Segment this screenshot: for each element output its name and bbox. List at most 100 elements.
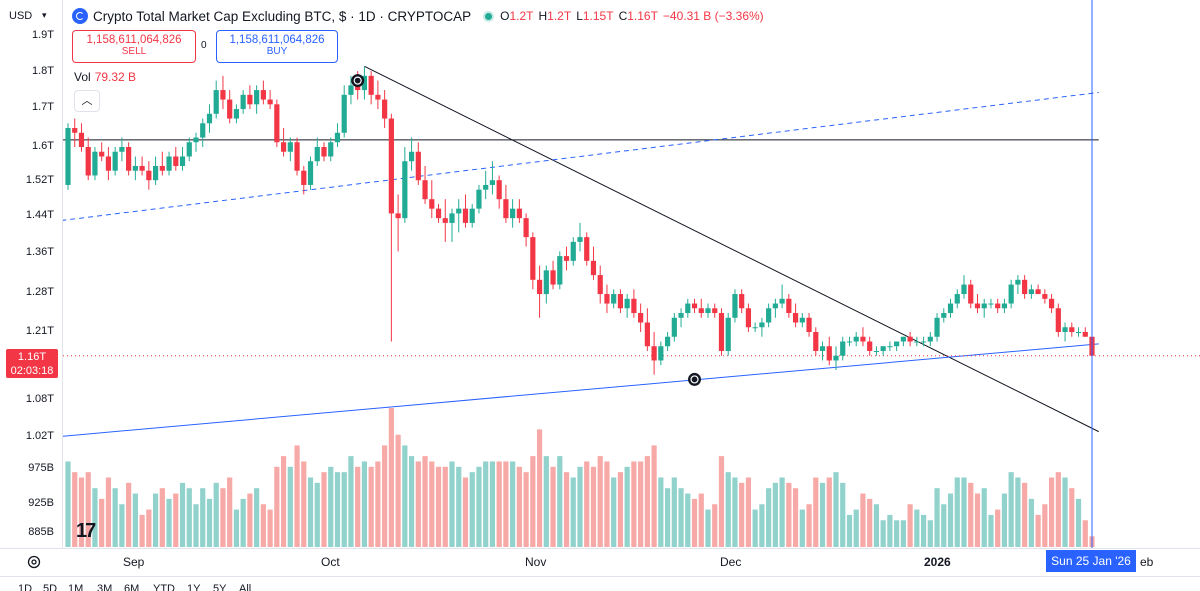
candle-body xyxy=(126,147,132,171)
symbol-icon xyxy=(72,8,88,24)
candle-body xyxy=(368,75,374,95)
volume-bar xyxy=(287,466,293,547)
price-tick-label: 1.52T xyxy=(25,174,54,186)
candle-body xyxy=(213,90,219,114)
volume-bar xyxy=(220,488,226,547)
candle-body xyxy=(476,189,482,209)
alarm-clock-icon xyxy=(351,74,365,88)
currency-label[interactable]: USD xyxy=(9,10,33,22)
candle-body xyxy=(846,341,853,343)
candle-body xyxy=(65,128,71,185)
volume-bar xyxy=(705,509,711,547)
volume-bar xyxy=(382,445,388,547)
chart-canvas[interactable] xyxy=(61,0,1200,548)
price-tick-label: 1.44T xyxy=(25,209,54,221)
candle-body xyxy=(119,147,125,152)
symbol-title[interactable]: Crypto Total Market Cap Excluding BTC, $… xyxy=(93,8,472,24)
volume-bar xyxy=(408,456,415,547)
candle-body xyxy=(1042,294,1048,299)
volume-bar xyxy=(974,493,981,547)
price-tick-label: 1.9T xyxy=(31,29,54,41)
candle-body xyxy=(355,85,361,91)
volume-bar xyxy=(557,456,563,547)
price-tick-label: 1.28T xyxy=(25,286,54,298)
candle-body xyxy=(914,341,920,343)
volume-bar xyxy=(496,461,502,547)
range-button-1y[interactable]: 1Y xyxy=(187,583,201,591)
range-button-all[interactable]: All xyxy=(239,583,252,591)
range-button-1d[interactable]: 1D xyxy=(18,583,33,591)
candle-body xyxy=(254,90,260,105)
volume-bar xyxy=(355,466,361,547)
range-button-5d[interactable]: 5D xyxy=(43,583,58,591)
candle-body xyxy=(173,156,179,166)
volume-bar xyxy=(968,482,974,547)
volume-bar xyxy=(368,466,374,547)
candle-body xyxy=(1069,327,1075,332)
price-scale[interactable]: USD ▾ 1.9T 1.8T 1.7T 1.6T 1.52T 1.44T 1.36T 1.2… xyxy=(0,0,63,548)
candle-body xyxy=(483,184,489,190)
volume-bar xyxy=(732,477,738,547)
volume-bar xyxy=(995,509,1001,547)
candle-body xyxy=(550,270,556,285)
volume-bar xyxy=(227,477,233,547)
alarm-clock-face xyxy=(690,375,699,384)
volume-bar xyxy=(193,504,199,547)
candle-body xyxy=(112,151,118,171)
candle-body xyxy=(99,151,105,157)
range-button-3m[interactable]: 3M xyxy=(97,583,113,591)
time-tick-label: 2026 xyxy=(924,555,951,569)
chart-pane[interactable] xyxy=(61,0,1200,548)
candle-body xyxy=(968,284,974,304)
candle-body xyxy=(206,113,213,124)
volume-bar xyxy=(685,493,691,547)
chevron-up-icon: ︿ xyxy=(81,95,93,107)
volume-bar xyxy=(941,504,947,547)
time-scale[interactable]: Sep Oct Nov Dec 2026 eb Sun 25 Jan '26 xyxy=(0,548,1200,575)
candle-body xyxy=(334,132,341,143)
price-tick-label: 1.36T xyxy=(25,246,54,258)
buy-button[interactable]: 1,158,611,064,826 BUY xyxy=(216,30,338,63)
range-button-ytd[interactable]: YTD xyxy=(153,583,175,591)
candle-body xyxy=(227,99,233,119)
volume-bar xyxy=(1075,498,1082,547)
volume-label: Vol xyxy=(74,70,91,84)
gear-icon[interactable] xyxy=(26,554,42,570)
volume-bar xyxy=(341,472,347,547)
volume-bar xyxy=(72,472,78,547)
range-button-6m[interactable]: 6M xyxy=(124,583,140,591)
volume-bar xyxy=(745,477,752,547)
volume-legend: Vol 79.32 B xyxy=(74,70,136,84)
candle-body xyxy=(220,90,226,100)
candle-body xyxy=(429,199,435,209)
candle-body xyxy=(954,294,960,304)
volume-bar xyxy=(604,461,610,547)
tradingview-logo[interactable]: 17 xyxy=(76,520,96,542)
volume-bar xyxy=(1055,472,1061,547)
buy-price: 1,158,611,064,826 xyxy=(229,34,325,46)
range-button-1m[interactable]: 1M xyxy=(68,583,84,591)
candle-body xyxy=(530,237,536,280)
volume-bar xyxy=(867,498,873,547)
volume-bar xyxy=(186,488,192,547)
volume-bar xyxy=(456,466,462,547)
candle-body xyxy=(435,208,442,219)
volume-bar xyxy=(112,488,118,547)
ohlc-open: O1.2T xyxy=(500,9,534,23)
range-button-5y[interactable]: 5Y xyxy=(213,583,227,591)
volume-bar xyxy=(348,456,354,547)
sell-label: SELL xyxy=(121,46,147,57)
candle-body xyxy=(631,298,637,314)
price-tick-label: 925B xyxy=(28,497,54,509)
ohlc-close: C1.16T xyxy=(618,9,658,23)
sell-button[interactable]: 1,158,611,064,826 SELL xyxy=(72,30,196,63)
volume-bar xyxy=(247,493,253,547)
volume-bar xyxy=(617,472,624,547)
candle-body xyxy=(496,180,502,200)
candle-body xyxy=(617,294,624,309)
collapse-legend-button[interactable]: ︿ xyxy=(74,90,100,112)
ohlc-low: L1.15T xyxy=(576,9,614,23)
volume-bar xyxy=(314,482,320,547)
candle-body xyxy=(247,94,253,105)
volume-bar xyxy=(644,456,650,547)
